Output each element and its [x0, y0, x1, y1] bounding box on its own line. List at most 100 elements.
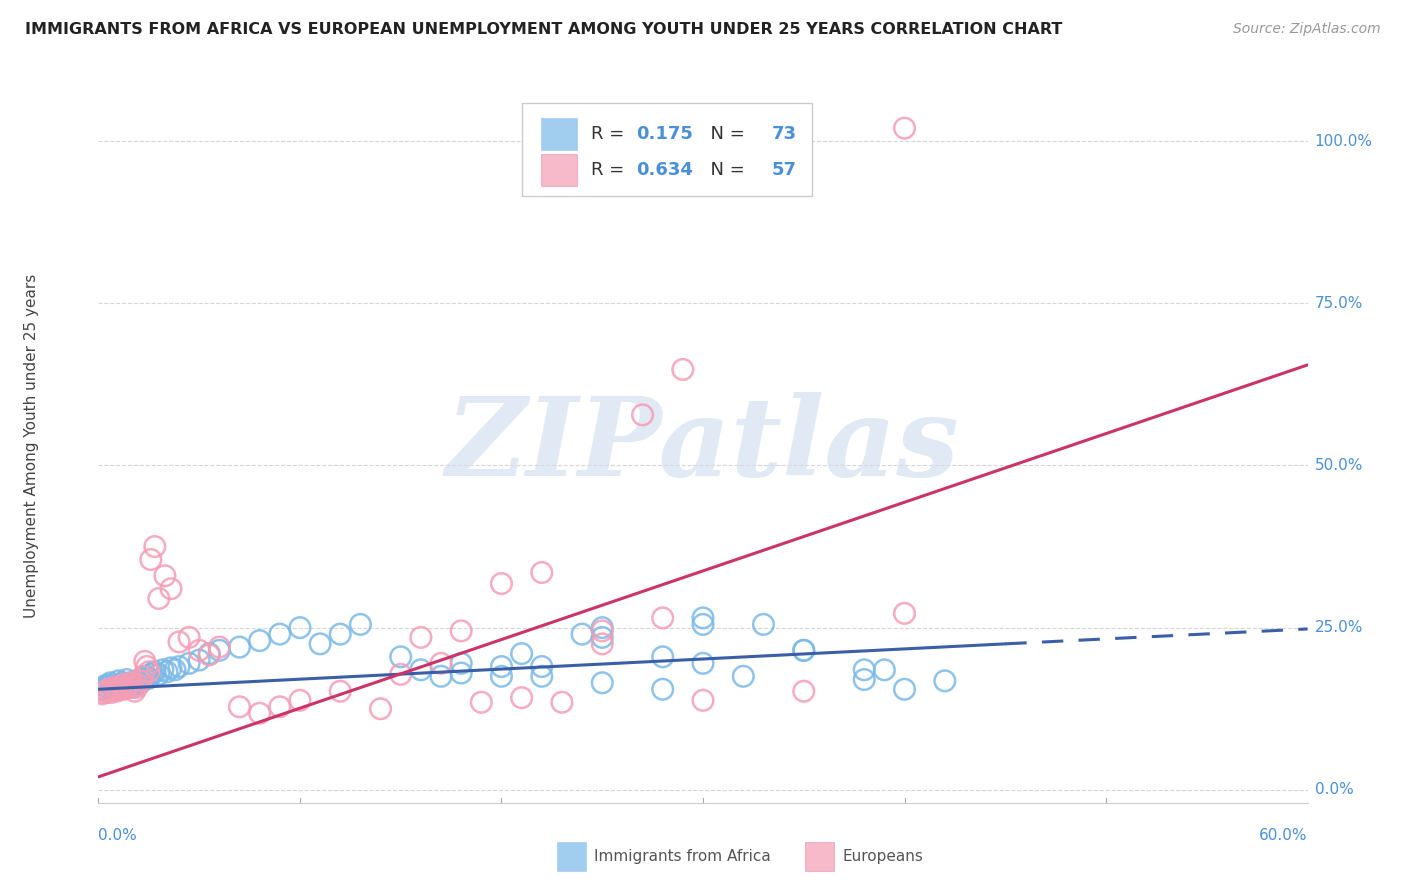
- Point: [934, 673, 956, 688]
- Point: [120, 675, 142, 690]
- Point: [179, 657, 201, 671]
- Text: 0.0%: 0.0%: [1315, 782, 1353, 797]
- Point: [125, 673, 148, 688]
- Point: [893, 607, 915, 621]
- Point: [153, 568, 176, 582]
- Text: ZIPatlas: ZIPatlas: [446, 392, 960, 500]
- Point: [160, 582, 183, 596]
- Point: [591, 624, 613, 638]
- Point: [142, 666, 165, 681]
- Point: [110, 681, 132, 695]
- Point: [288, 621, 311, 635]
- Point: [135, 669, 157, 683]
- Point: [111, 678, 134, 692]
- Point: [793, 684, 815, 698]
- Point: [103, 681, 125, 695]
- Point: [329, 684, 352, 698]
- FancyBboxPatch shape: [522, 103, 811, 196]
- Point: [733, 669, 755, 683]
- Point: [148, 591, 170, 606]
- Text: Source: ZipAtlas.com: Source: ZipAtlas.com: [1233, 22, 1381, 37]
- Text: 25.0%: 25.0%: [1315, 620, 1362, 635]
- Point: [152, 663, 174, 677]
- Point: [692, 617, 714, 632]
- Point: [163, 663, 186, 677]
- Point: [530, 669, 553, 683]
- Point: [198, 648, 221, 662]
- Point: [591, 631, 613, 645]
- Point: [129, 673, 152, 687]
- Point: [651, 611, 673, 625]
- Point: [101, 682, 124, 697]
- Point: [530, 566, 553, 580]
- Text: 50.0%: 50.0%: [1315, 458, 1362, 473]
- Point: [121, 681, 143, 695]
- Point: [198, 647, 221, 661]
- Text: 75.0%: 75.0%: [1315, 296, 1362, 310]
- Point: [370, 702, 392, 716]
- Point: [430, 669, 453, 683]
- Point: [249, 706, 271, 721]
- Point: [132, 673, 155, 688]
- Text: Europeans: Europeans: [842, 849, 922, 863]
- FancyBboxPatch shape: [557, 842, 586, 871]
- Point: [329, 627, 352, 641]
- Point: [249, 633, 271, 648]
- Point: [450, 666, 472, 681]
- Point: [450, 657, 472, 671]
- Point: [143, 540, 166, 554]
- Point: [103, 682, 125, 697]
- Point: [893, 121, 915, 136]
- Point: [156, 665, 179, 679]
- Point: [409, 663, 432, 677]
- Point: [148, 667, 170, 681]
- Point: [107, 678, 129, 692]
- Text: 0.0%: 0.0%: [98, 828, 138, 843]
- Point: [228, 640, 250, 654]
- Point: [208, 640, 231, 654]
- Point: [179, 631, 201, 645]
- Text: 100.0%: 100.0%: [1315, 134, 1372, 149]
- Point: [115, 673, 138, 687]
- Point: [129, 673, 152, 688]
- Point: [134, 671, 156, 685]
- Text: Immigrants from Africa: Immigrants from Africa: [595, 849, 770, 863]
- Point: [143, 665, 166, 679]
- Point: [97, 682, 120, 697]
- FancyBboxPatch shape: [804, 842, 834, 871]
- Point: [470, 695, 492, 709]
- Text: R =: R =: [591, 161, 630, 178]
- Point: [107, 682, 129, 697]
- Point: [491, 669, 513, 683]
- Point: [91, 687, 114, 701]
- Point: [134, 654, 156, 668]
- Point: [793, 643, 815, 657]
- Point: [139, 552, 162, 566]
- Point: [107, 673, 129, 688]
- Point: [93, 685, 115, 699]
- FancyBboxPatch shape: [541, 154, 578, 186]
- Point: [591, 675, 613, 690]
- Point: [491, 659, 513, 673]
- Point: [124, 678, 146, 692]
- Point: [551, 695, 574, 709]
- Point: [309, 637, 332, 651]
- Point: [510, 647, 533, 661]
- Text: Unemployment Among Youth under 25 years: Unemployment Among Youth under 25 years: [24, 274, 39, 618]
- Point: [105, 684, 128, 698]
- Point: [692, 657, 714, 671]
- Point: [128, 678, 150, 692]
- Point: [96, 684, 118, 698]
- Point: [591, 637, 613, 651]
- Text: N =: N =: [699, 125, 751, 143]
- Point: [121, 681, 143, 695]
- Point: [752, 617, 775, 632]
- Point: [510, 690, 533, 705]
- Point: [118, 678, 141, 692]
- Point: [793, 643, 815, 657]
- Point: [167, 635, 190, 649]
- Point: [128, 675, 150, 690]
- Point: [430, 657, 453, 671]
- Point: [188, 653, 211, 667]
- Point: [91, 682, 114, 697]
